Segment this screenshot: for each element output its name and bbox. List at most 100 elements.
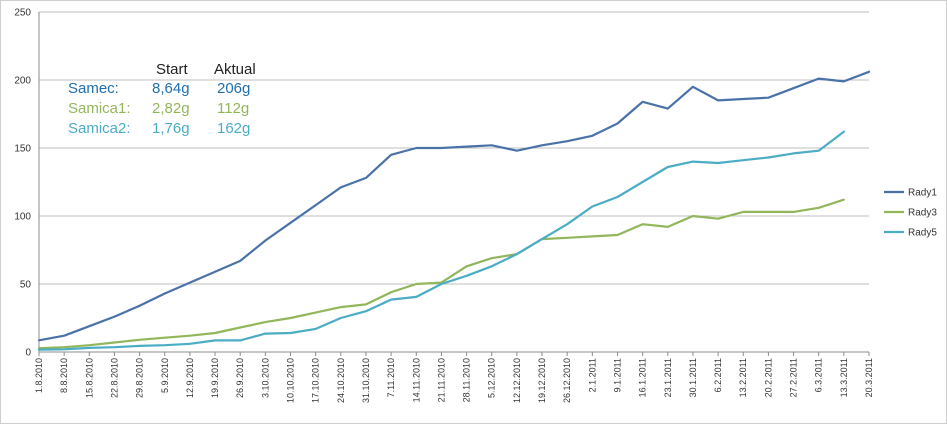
data-point xyxy=(843,80,845,83)
x-tick-label: 10.10.2010 xyxy=(286,358,296,403)
data-point xyxy=(717,99,719,102)
data-point xyxy=(742,98,745,100)
data-point xyxy=(843,130,845,133)
x-tick-label: 24.10.2010 xyxy=(336,358,346,403)
data-point xyxy=(340,306,342,308)
data-point xyxy=(415,296,418,298)
x-tick-label: 30.1.2011 xyxy=(688,358,698,397)
data-point xyxy=(591,235,594,238)
data-point xyxy=(88,344,91,347)
data-point xyxy=(289,222,292,224)
y-tick-label: 50 xyxy=(20,280,32,291)
x-tick-label: 26.9.2010 xyxy=(235,358,245,398)
data-point xyxy=(792,87,795,89)
legend-label: Rady1 xyxy=(908,188,937,199)
data-point xyxy=(591,134,594,137)
data-point xyxy=(792,211,795,213)
annotation-row-start: 2,82g xyxy=(152,100,190,117)
y-tick-label: 0 xyxy=(25,348,31,359)
data-point xyxy=(38,348,40,351)
data-point xyxy=(616,234,619,236)
data-point xyxy=(264,332,267,335)
x-tick-label: 13.2.2011 xyxy=(738,358,748,397)
data-point xyxy=(163,344,166,347)
x-tick-label: 9.1.2011 xyxy=(612,358,622,392)
data-point xyxy=(566,140,568,142)
annotation-row-aktual: 112g xyxy=(217,100,250,117)
data-point xyxy=(239,339,242,342)
data-point xyxy=(591,205,594,208)
data-point xyxy=(692,160,694,163)
data-point xyxy=(541,144,543,147)
legend-label: Rady3 xyxy=(908,208,937,219)
annotation-row-start: 8,64g xyxy=(152,80,190,97)
x-tick-label: 12.12.2010 xyxy=(512,358,522,403)
data-point xyxy=(641,181,644,183)
data-point xyxy=(390,298,392,301)
data-point xyxy=(38,339,40,342)
data-point xyxy=(792,152,795,155)
x-tick-label: 20.3.2011 xyxy=(864,358,874,397)
y-tick-label: 250 xyxy=(14,8,31,19)
data-point xyxy=(189,343,191,345)
annotation-row-aktual: 206g xyxy=(217,80,251,97)
x-tick-label: 23.1.2011 xyxy=(663,358,673,397)
annotation-row-label: Samica1: xyxy=(68,100,131,117)
annotation-row-label: Samec: xyxy=(68,80,119,97)
data-point xyxy=(264,239,267,242)
data-point xyxy=(641,223,644,225)
x-tick-label: 22.8.2010 xyxy=(109,358,119,398)
data-point xyxy=(88,347,91,349)
data-point xyxy=(767,156,770,159)
x-tick-label: 20.2.2011 xyxy=(763,358,773,397)
annotation-row-aktual: 162g xyxy=(217,120,251,137)
data-point xyxy=(541,238,543,240)
data-point xyxy=(616,196,619,198)
data-point xyxy=(289,332,292,334)
annotation-row-start: 1,76g xyxy=(152,120,190,137)
data-point xyxy=(440,283,443,285)
x-tick-label: 21.11.2010 xyxy=(436,358,446,402)
x-tick-label: 15.8.2010 xyxy=(84,358,94,398)
x-tick-label: 7.11.2010 xyxy=(386,358,396,397)
x-tick-label: 6.3.2011 xyxy=(814,358,824,392)
data-point xyxy=(163,292,166,295)
annotation-header-aktual: Aktual xyxy=(214,61,256,78)
data-point xyxy=(138,338,141,341)
data-point xyxy=(516,149,518,152)
y-tick-label: 200 xyxy=(14,76,31,87)
data-point xyxy=(314,311,317,314)
data-point xyxy=(692,86,694,88)
data-point xyxy=(717,162,719,164)
x-tick-label: 3.10.2010 xyxy=(260,358,270,398)
data-point xyxy=(666,166,669,168)
data-point xyxy=(490,257,493,259)
data-point xyxy=(113,315,116,318)
x-tick-label: 31.10.2010 xyxy=(361,358,371,403)
data-point xyxy=(742,159,745,162)
data-point xyxy=(868,71,870,73)
x-tick-label: 5.9.2010 xyxy=(160,358,170,393)
data-point xyxy=(465,265,468,268)
data-point xyxy=(465,145,468,148)
x-tick-label: 13.3.2011 xyxy=(839,358,849,397)
annotation-row-label: Samica2: xyxy=(68,120,131,137)
y-tick-label: 150 xyxy=(14,144,31,155)
data-point xyxy=(214,332,216,334)
data-point xyxy=(641,100,644,103)
data-point xyxy=(767,96,770,99)
data-point xyxy=(365,303,367,306)
data-point xyxy=(767,211,770,213)
x-tick-label: 14.11.2010 xyxy=(411,358,421,402)
x-tick-label: 5.12.2010 xyxy=(487,358,497,398)
series-line-rady1 xyxy=(37,70,871,342)
x-tick-label: 27.2.2011 xyxy=(789,358,799,397)
data-point xyxy=(63,346,65,349)
data-point xyxy=(214,339,216,342)
data-point xyxy=(314,328,317,330)
data-point xyxy=(817,207,820,209)
data-point xyxy=(390,291,392,293)
x-tick-label: 16.1.2011 xyxy=(638,358,648,397)
data-point xyxy=(365,177,367,179)
data-point xyxy=(666,107,669,110)
